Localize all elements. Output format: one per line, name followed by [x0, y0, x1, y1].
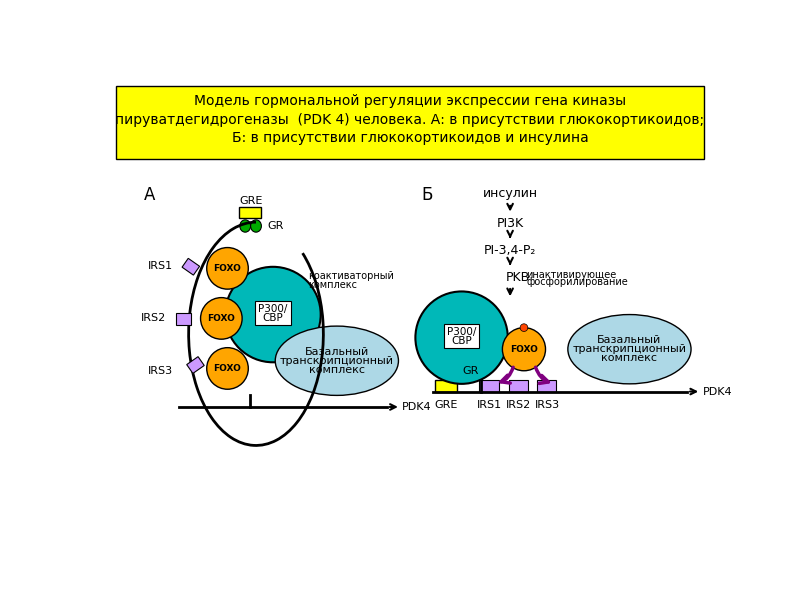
- Text: транскрипционный: транскрипционный: [280, 356, 394, 366]
- Text: FOXO: FOXO: [510, 344, 538, 353]
- Text: Б: Б: [422, 186, 433, 204]
- Ellipse shape: [568, 314, 691, 384]
- Bar: [176, 313, 191, 325]
- Text: Модель гормональной регуляции экспрессии гена киназы: Модель гормональной регуляции экспрессии…: [194, 94, 626, 108]
- Text: P300/: P300/: [447, 327, 476, 337]
- Bar: [435, 380, 457, 392]
- Text: транскрипционный: транскрипционный: [573, 344, 686, 354]
- Bar: [239, 207, 261, 218]
- Text: инактивирующее: инактивирующее: [526, 269, 617, 280]
- Circle shape: [201, 298, 242, 339]
- Text: IRS1: IRS1: [148, 261, 174, 271]
- Circle shape: [415, 292, 508, 384]
- Text: P300/: P300/: [258, 304, 288, 314]
- Text: IRS2: IRS2: [506, 400, 531, 410]
- Text: FOXO: FOXO: [214, 264, 242, 273]
- Text: Базальный: Базальный: [598, 335, 662, 345]
- Bar: [537, 380, 556, 392]
- Ellipse shape: [275, 326, 398, 395]
- Text: GR: GR: [462, 366, 478, 376]
- Text: PKB: PKB: [506, 271, 530, 284]
- Text: А: А: [144, 186, 156, 204]
- Text: комплекс: комплекс: [309, 365, 365, 375]
- Text: PDK4: PDK4: [702, 386, 732, 397]
- Ellipse shape: [250, 220, 262, 232]
- Circle shape: [226, 267, 321, 362]
- Ellipse shape: [240, 220, 250, 232]
- FancyBboxPatch shape: [255, 301, 290, 325]
- Text: IRS3: IRS3: [534, 400, 560, 410]
- FancyBboxPatch shape: [444, 324, 479, 349]
- Text: PI3K: PI3K: [497, 217, 524, 230]
- Text: IRS2: IRS2: [141, 313, 166, 323]
- Bar: [509, 380, 528, 392]
- Bar: [186, 356, 204, 373]
- Circle shape: [206, 347, 248, 389]
- Text: FOXO: FOXO: [214, 364, 242, 373]
- Text: PI-3,4-P₂: PI-3,4-P₂: [484, 244, 536, 257]
- Bar: [479, 380, 498, 392]
- Ellipse shape: [438, 364, 448, 375]
- FancyArrowPatch shape: [535, 367, 548, 383]
- Bar: [116, 86, 704, 159]
- Text: GRE: GRE: [239, 196, 262, 206]
- Text: комплекс: комплекс: [602, 353, 658, 364]
- Text: пируватдегидрогеназы  (PDK 4) человека. А: в присутствии глюкокортикоидов;: пируватдегидрогеназы (PDK 4) человека. А…: [115, 113, 705, 127]
- Text: Базальный: Базальный: [305, 347, 369, 356]
- Text: PDK4: PDK4: [402, 402, 432, 412]
- Text: IRS3: IRS3: [148, 366, 174, 376]
- Text: коактиваторный: коактиваторный: [308, 271, 394, 281]
- Circle shape: [502, 328, 546, 371]
- Text: CBP: CBP: [451, 337, 472, 346]
- Text: комплекс: комплекс: [308, 280, 358, 290]
- Text: IRS1: IRS1: [477, 400, 502, 410]
- Ellipse shape: [448, 364, 458, 375]
- Text: инсулин: инсулин: [482, 187, 538, 200]
- FancyArrowPatch shape: [501, 367, 513, 383]
- Circle shape: [206, 248, 248, 289]
- Text: CBP: CBP: [262, 313, 283, 323]
- Circle shape: [520, 324, 528, 331]
- Text: Б: в присутствии глюкокортикоидов и инсулина: Б: в присутствии глюкокортикоидов и инсу…: [232, 131, 588, 145]
- Bar: [182, 259, 199, 275]
- Text: фосфорилирование: фосфорилирование: [526, 277, 628, 287]
- Text: FOXO: FOXO: [207, 314, 235, 323]
- Text: GRE: GRE: [434, 400, 458, 410]
- Text: GR: GR: [267, 221, 284, 231]
